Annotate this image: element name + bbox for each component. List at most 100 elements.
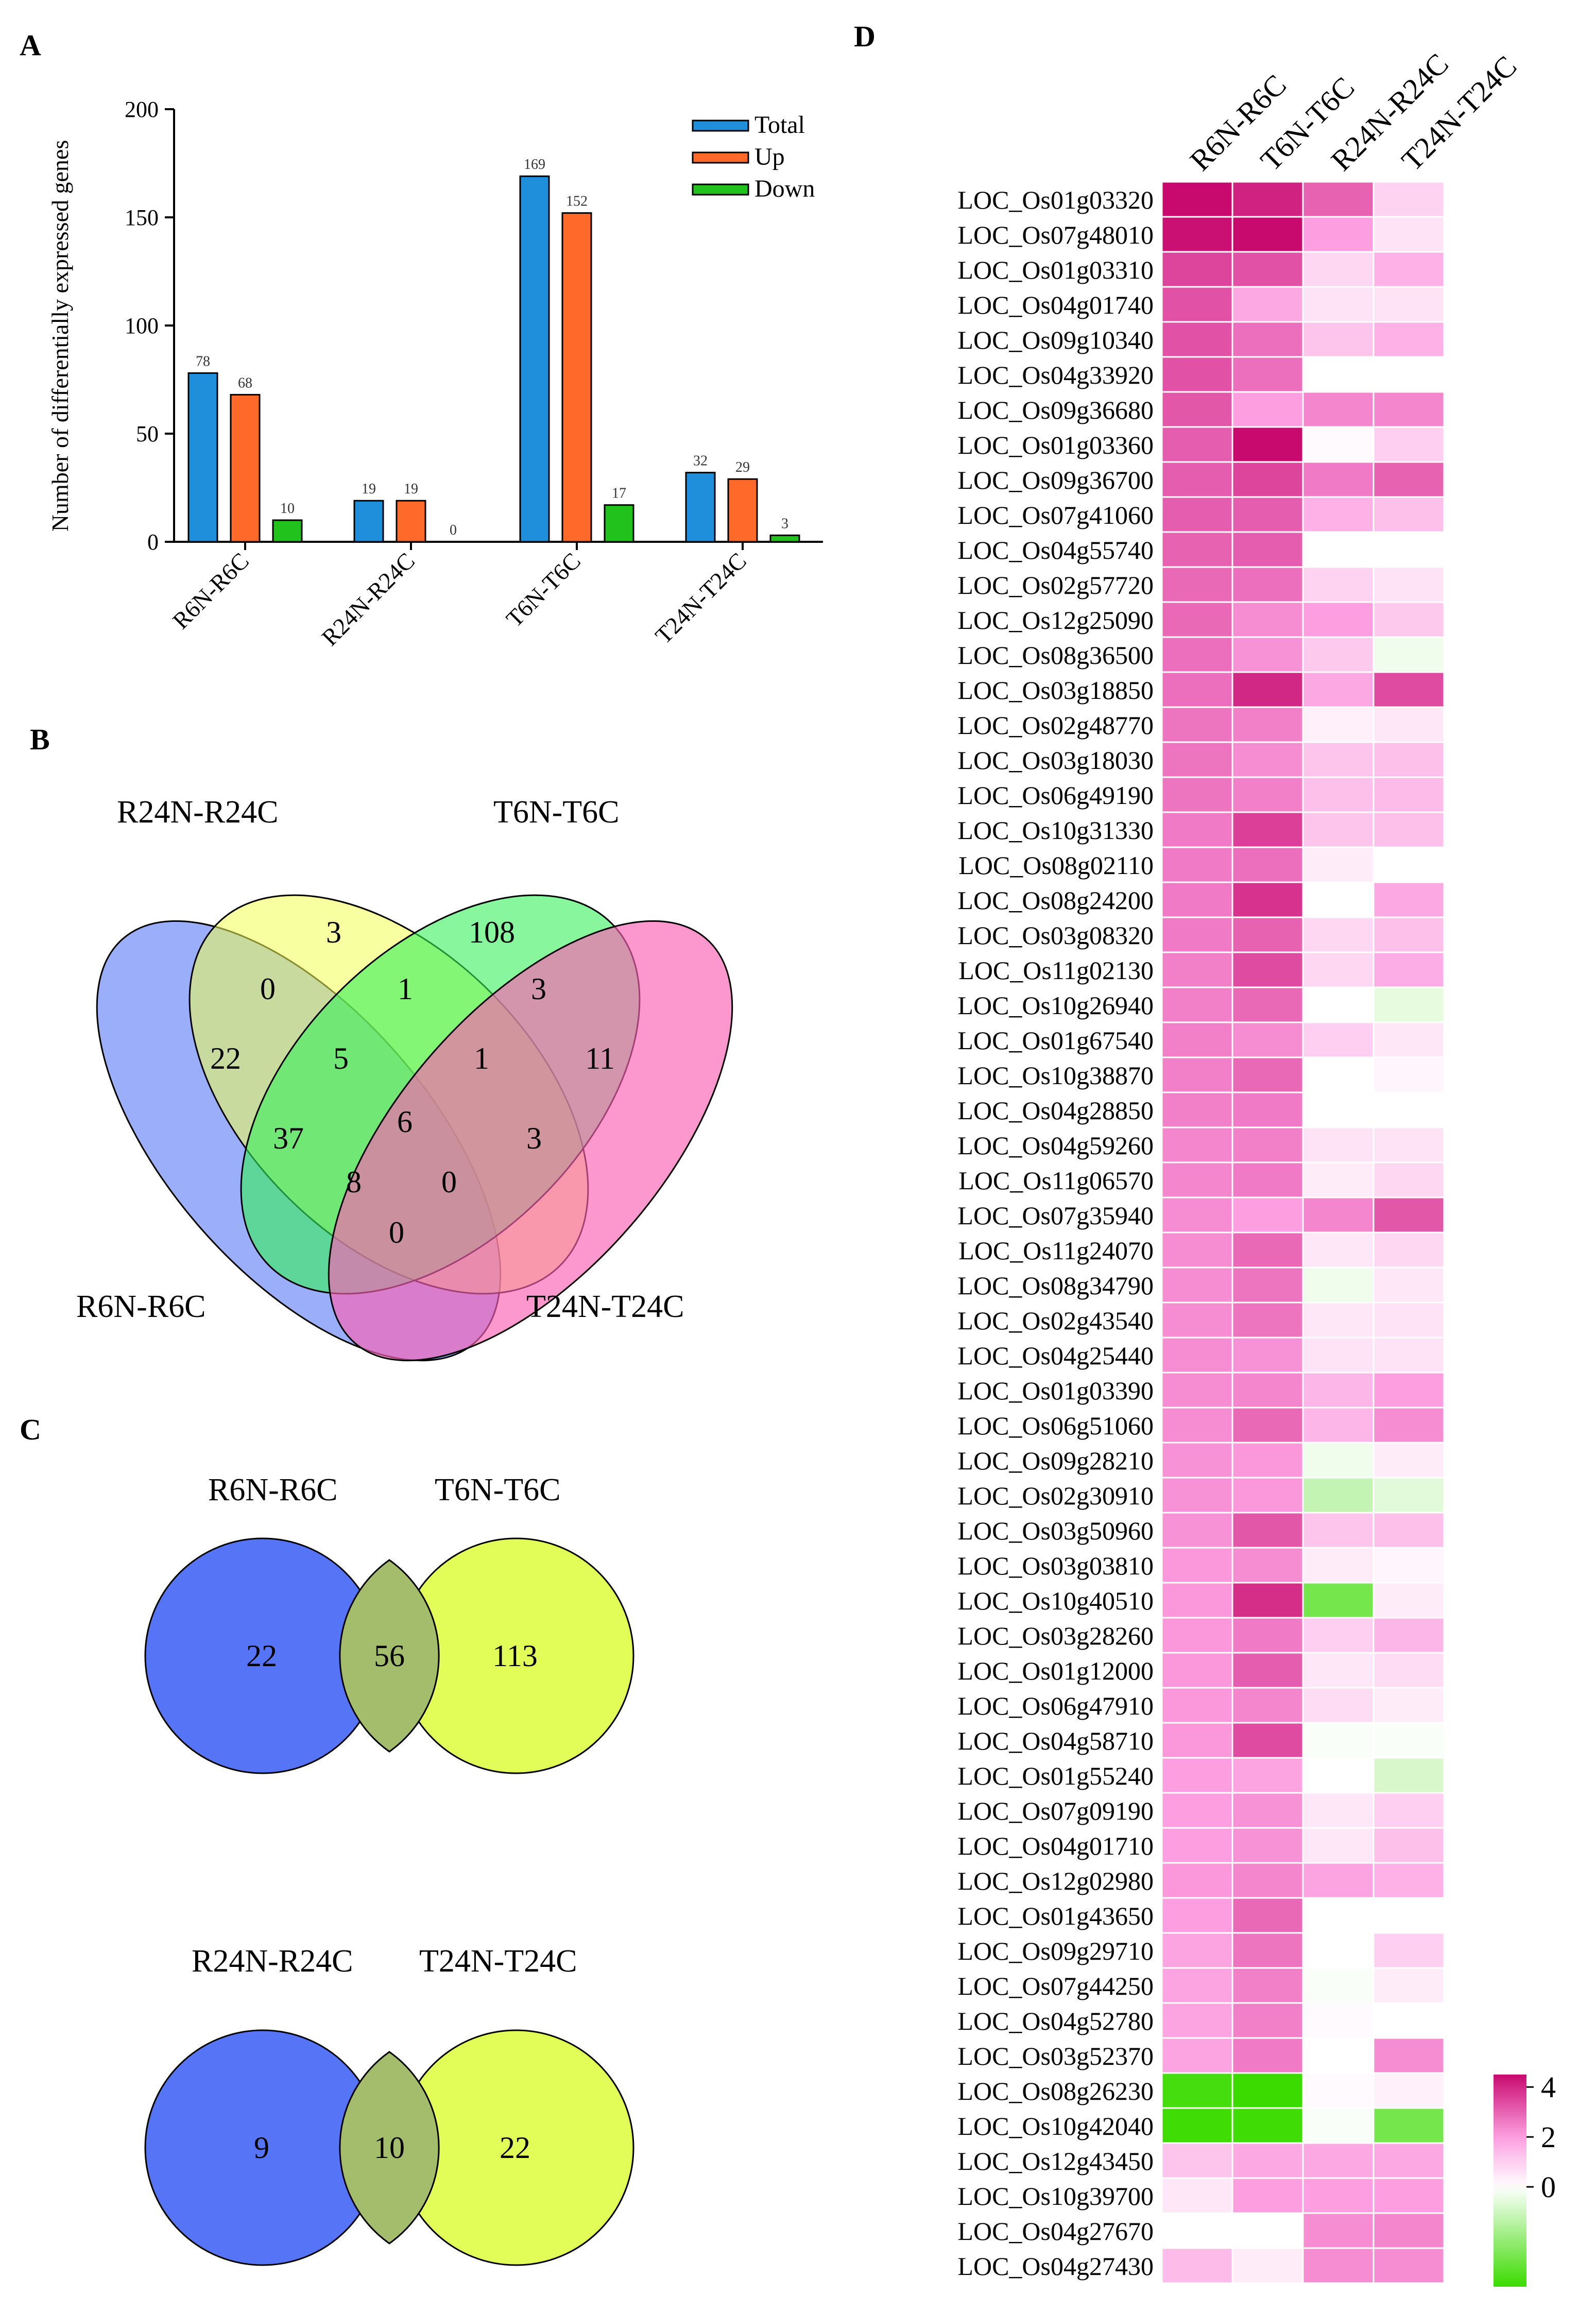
heatmap-cell: [1302, 1091, 1375, 1128]
bar-value-label: 0: [450, 522, 457, 538]
heatmap-cell: [1302, 1792, 1375, 1829]
x-tick-label: R24N-R24C: [317, 547, 420, 651]
y-axis-label: Number of differentially expressed genes: [47, 140, 73, 532]
heatmap-cell: [1161, 321, 1233, 358]
heatmap-cell: [1372, 356, 1445, 393]
heatmap-cell: [1161, 286, 1233, 323]
heatmap-row-label: LOC_Os06g49190: [957, 781, 1154, 810]
heatmap-cell: [1372, 846, 1445, 883]
heatmap-cell: [1231, 1897, 1304, 1934]
heatmap-cell: [1231, 1687, 1304, 1724]
heatmap-cell: [1231, 1477, 1304, 1514]
heatmap-cell: [1231, 951, 1304, 988]
heatmap-cell: [1231, 706, 1304, 743]
heatmap-row-label: LOC_Os03g28260: [957, 1621, 1154, 1650]
heatmap-row-label: LOC_Os04g33920: [957, 361, 1154, 389]
y-tick-label: 50: [136, 421, 159, 447]
venn-set-t24n-t24c: [328, 920, 733, 1362]
heatmap-cell: [1231, 1056, 1304, 1093]
heatmap-cell: [1372, 776, 1445, 813]
heatmap-cell: [1231, 2177, 1304, 2214]
heatmap-cell: [1302, 2072, 1375, 2109]
heatmap-cell: [1372, 1617, 1445, 1654]
heatmap-cell: [1372, 1056, 1445, 1093]
heatmap-cell: [1231, 2142, 1304, 2179]
bar-value-label: 78: [196, 353, 210, 369]
heatmap-cell: [1161, 1967, 1233, 2004]
heatmap-cell: [1231, 2002, 1304, 2039]
heatmap-row-label: LOC_Os04g27430: [957, 2252, 1154, 2281]
bar-value-label: 19: [362, 481, 376, 497]
heatmap-cell: [1231, 1126, 1304, 1163]
heatmap-row-label: LOC_Os03g03810: [957, 1551, 1154, 1580]
heatmap-row-label: LOC_Os07g41060: [957, 501, 1154, 529]
heatmap-cell: [1231, 1827, 1304, 1864]
heatmap-row-label: LOC_Os10g26940: [957, 991, 1154, 1020]
heatmap-cell: [1302, 601, 1375, 638]
heatmap-cell: [1302, 1266, 1375, 1304]
heatmap-cell: [1302, 1477, 1375, 1514]
heatmap-cell: [1161, 1862, 1233, 1899]
heatmap-cell: [1161, 671, 1233, 708]
venn-count: 5: [333, 1041, 349, 1075]
heatmap-cell: [1302, 496, 1375, 533]
heatmap-cell: [1372, 2002, 1445, 2039]
heatmap-cell: [1372, 1196, 1445, 1233]
heatmap-cell: [1161, 1301, 1233, 1339]
heatmap-cell: [1231, 496, 1304, 533]
venn-label-t24n-t24c: T24N-T24C: [526, 1289, 684, 1324]
venn-count: 1: [474, 1041, 489, 1075]
heatmap-row-labels: LOC_Os01g03320 LOC_Os07g48010 LOC_Os01g033…: [957, 185, 1154, 2281]
heatmap-cell: [1302, 1547, 1375, 1584]
heatmap-row-label: LOC_Os09g10340: [957, 325, 1154, 354]
heatmap-cell: [1161, 741, 1233, 778]
colorbar-tick-label: 4: [1541, 2070, 1556, 2104]
heatmap-cell: [1161, 1827, 1233, 1864]
heatmap-row-label: LOC_Os04g55740: [957, 536, 1154, 564]
heatmap-cell: [1161, 1757, 1233, 1794]
heatmap-cell: [1302, 1021, 1375, 1058]
heatmap-cell: [1372, 1477, 1445, 1514]
heatmap-cell: [1161, 1547, 1233, 1584]
heatmap-cell: [1372, 181, 1445, 218]
heatmap-cell: [1231, 2212, 1304, 2249]
venn-label-r24n-r24c: R24N-R24C: [117, 795, 278, 830]
heatmap-cell: [1231, 1091, 1304, 1128]
x-tick-label: T24N-T24C: [650, 547, 751, 649]
heatmap-cell: [1372, 881, 1445, 918]
heatmap-cell: [1161, 846, 1233, 883]
venn-count-right: 113: [492, 1639, 538, 1673]
venn-count: 3: [531, 972, 546, 1006]
y-tick-label: 150: [125, 205, 159, 230]
heatmap-row-label: LOC_Os11g24070: [958, 1236, 1154, 1265]
panel-b-letter: B: [30, 723, 50, 756]
heatmap-row-label: LOC_Os04g25440: [957, 1341, 1154, 1370]
heatmap-cell: [1231, 776, 1304, 813]
venn-ellipses: [96, 894, 733, 1362]
bar-value-label: 17: [612, 486, 626, 502]
heatmap-cell: [1161, 1617, 1233, 1654]
heatmap-cell: [1231, 2247, 1304, 2284]
heatmap-row-label: LOC_Os03g52370: [957, 2042, 1154, 2070]
panel-c-letter: C: [20, 1413, 41, 1446]
legend-swatch: [692, 183, 749, 196]
heatmap-cell: [1161, 2002, 1233, 2039]
heatmap-cell: [1231, 601, 1304, 638]
heatmap-cell: [1372, 601, 1445, 638]
heatmap-cell: [1302, 2177, 1375, 2214]
heatmap-cell: [1161, 1512, 1233, 1549]
heatmap-cell: [1302, 2002, 1375, 2039]
heatmap-cell: [1161, 1897, 1233, 1934]
heatmap-cell: [1231, 1967, 1304, 2004]
heatmap-cell: [1161, 1652, 1233, 1689]
heatmap-cell: [1231, 461, 1304, 498]
bar-total: [685, 472, 716, 543]
heatmap-cell: [1161, 2142, 1233, 2179]
venn-label-left: R6N-R6C: [208, 1472, 337, 1507]
heatmap-cell: [1372, 531, 1445, 568]
heatmap-row-label: LOC_Os11g02130: [958, 956, 1154, 985]
bar-value-label: 32: [693, 453, 708, 469]
heatmap-cell: [1161, 1372, 1233, 1409]
